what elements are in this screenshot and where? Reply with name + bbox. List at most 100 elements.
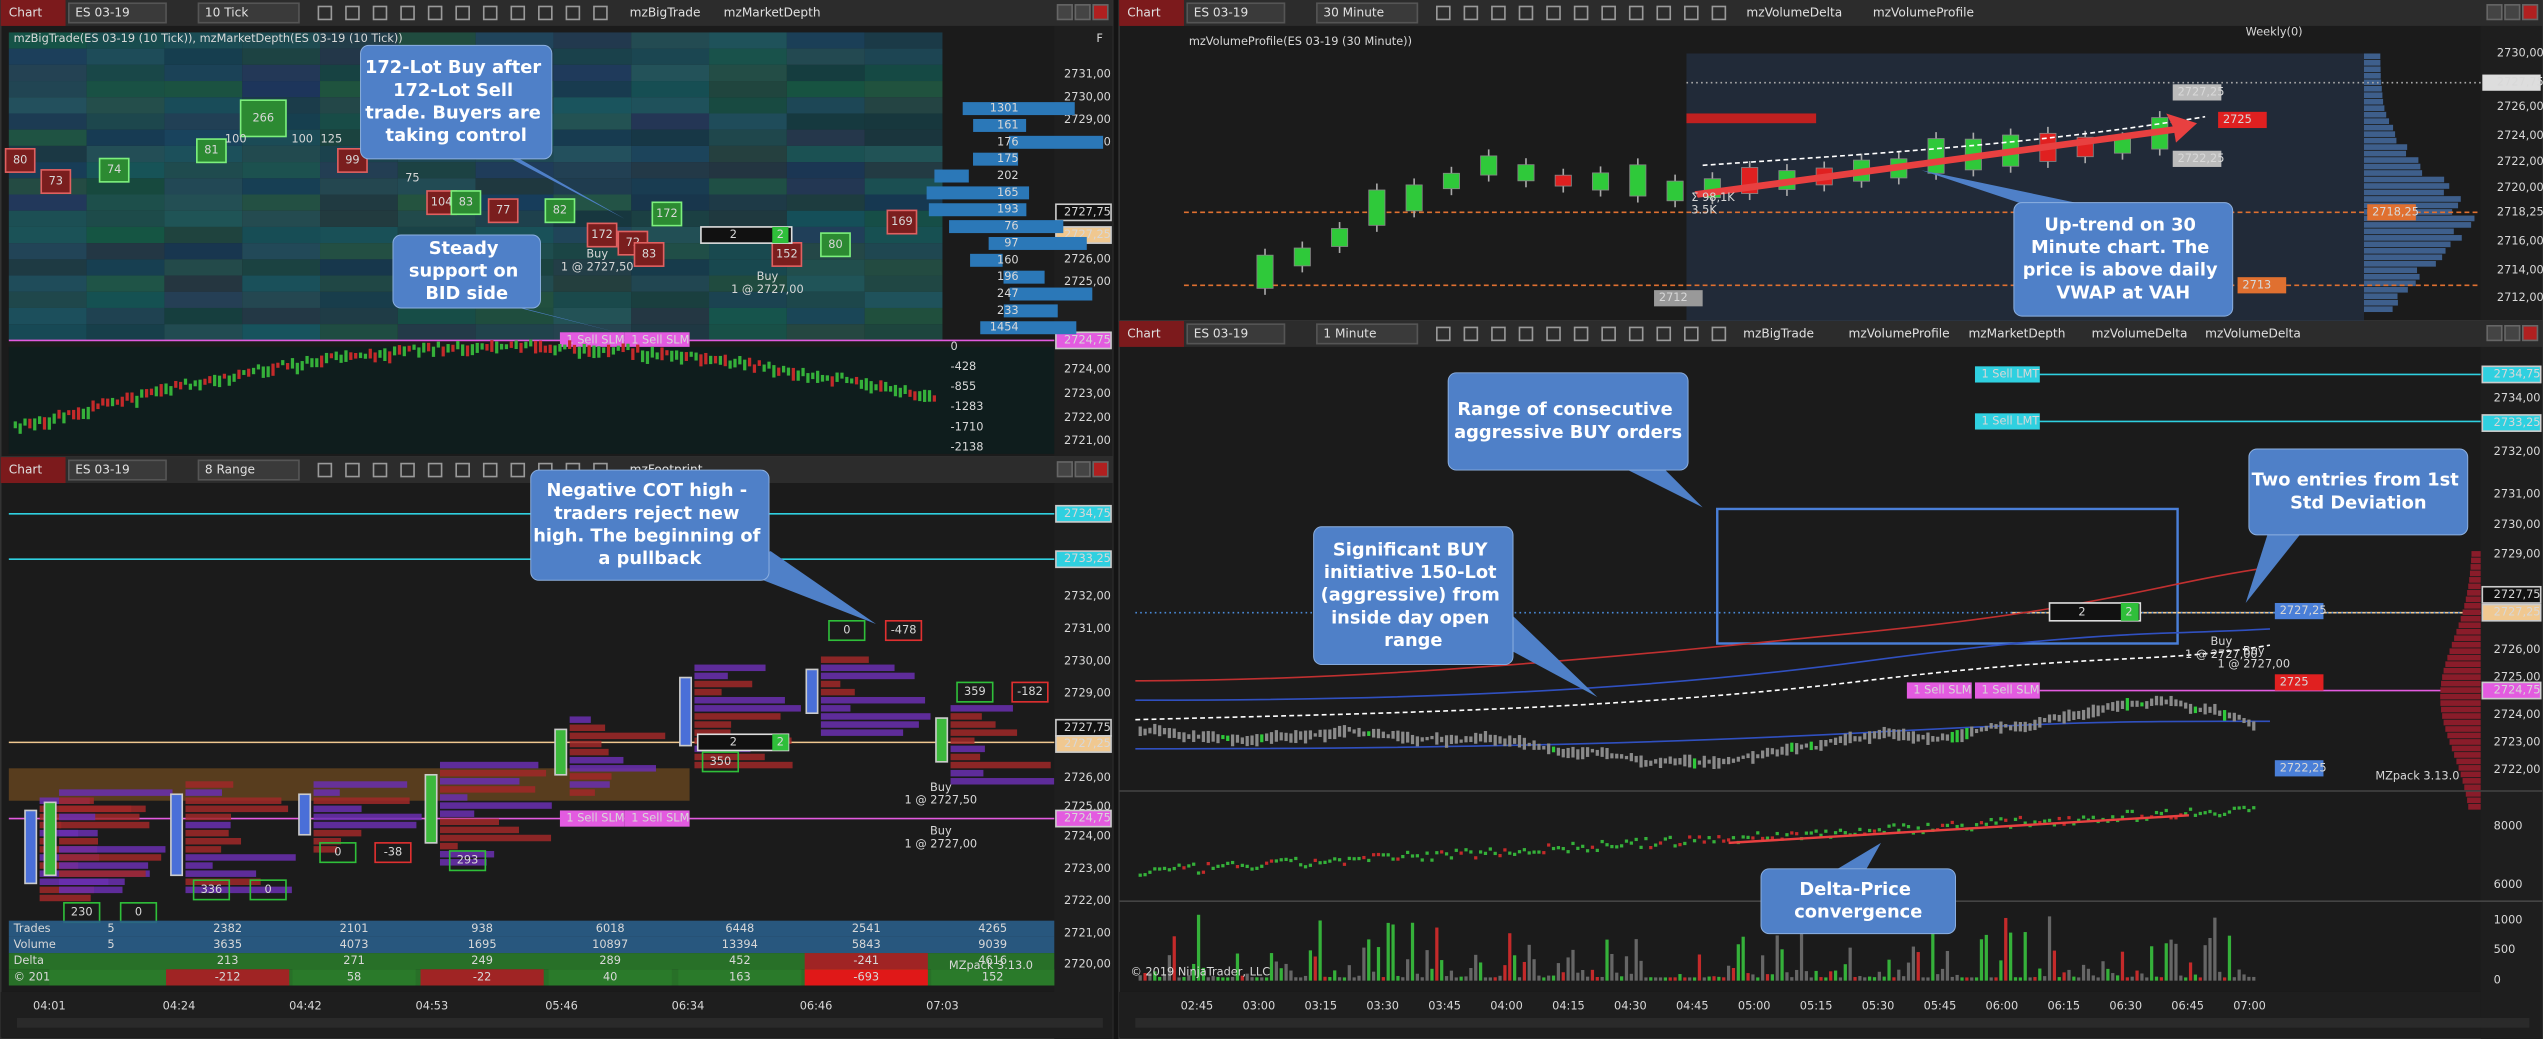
delta-bar [164,383,168,395]
toolbar-icon[interactable] [345,5,360,21]
toolbar-icon[interactable] [455,462,470,478]
toolbar-icon[interactable] [593,5,608,21]
toolbar-icon[interactable] [1491,326,1506,342]
toolbar-icon[interactable] [1463,326,1479,342]
volume-bar [1556,963,1561,981]
candle [1469,736,1473,743]
toolbar-icon[interactable] [510,462,526,478]
window-button[interactable] [2522,324,2539,342]
order-tag[interactable] [559,332,625,349]
toolbar-icon[interactable] [1518,326,1534,342]
window-button[interactable] [1074,4,1091,21]
toolbar-icon[interactable] [1573,5,1589,21]
candle [1707,759,1711,764]
toolbar-icon[interactable] [1546,5,1561,21]
toolbar-icon[interactable] [1601,5,1616,21]
interval-select[interactable] [197,2,300,24]
toolbar-icon[interactable] [482,462,498,478]
candle [1478,733,1483,742]
instrument-select[interactable] [67,459,167,481]
window-button[interactable] [1074,461,1091,478]
heatmap-cell [86,81,165,98]
price-axis [1054,483,1113,1039]
window-button[interactable] [2486,4,2503,21]
toolbar-icon[interactable] [1711,326,1727,342]
footprint-level [950,778,1055,785]
toolbar-icon[interactable] [400,462,415,478]
scrollbar[interactable] [1135,1017,2530,1028]
profile-bar [2469,570,2481,577]
window-button[interactable] [2504,4,2521,21]
order-tag[interactable] [559,810,625,827]
depth-bar [1003,304,1058,318]
order-tag[interactable] [1974,366,2040,383]
interval-select[interactable] [1316,2,1419,24]
toolbar-icon[interactable] [1436,5,1451,21]
volume-bar [1619,976,1624,981]
toolbar-icon[interactable] [1656,326,1672,342]
toolbar-icon[interactable] [538,5,553,21]
window-button[interactable] [1092,461,1109,478]
chart-tab[interactable] [0,0,66,26]
window-button[interactable] [2522,4,2539,21]
toolbar-icon[interactable] [1491,5,1506,21]
order-tag[interactable] [1974,682,2040,699]
window-button[interactable] [1056,4,1073,21]
toolbar-icon[interactable] [1684,326,1699,342]
toolbar-icon[interactable] [565,5,581,21]
instrument-select[interactable] [1186,323,1286,345]
price-label: 2723,00 [1064,386,1111,400]
chart-tab[interactable] [0,457,66,484]
window-button[interactable] [2504,324,2521,342]
delta-bar [315,358,319,368]
toolbar-icon[interactable] [372,5,388,21]
candle [1658,757,1663,768]
delta-bar [76,407,81,420]
candle [1376,728,1381,739]
toolbar-icon[interactable] [1628,326,1644,342]
heatmap-cell [86,324,165,341]
toolbar-icon[interactable] [1573,326,1589,342]
toolbar-icon[interactable] [1463,5,1479,21]
chart-tab[interactable] [1119,320,1184,347]
toolbar-icon[interactable] [510,5,526,21]
window-button[interactable] [2486,324,2503,342]
toolbar-icon[interactable] [345,462,360,478]
instrument-select[interactable] [67,2,167,24]
toolbar-icon[interactable] [482,5,498,21]
toolbar-icon[interactable] [1518,5,1534,21]
instrument-select[interactable] [1186,2,1286,24]
order-tag[interactable] [1906,682,1972,699]
toolbar-icon[interactable] [427,462,443,478]
order-tag[interactable] [624,810,690,827]
footprint-level [59,870,146,877]
window-button[interactable] [1092,4,1109,21]
interval-select[interactable] [1316,323,1419,345]
toolbar-icon[interactable] [372,462,388,478]
toolbar-icon[interactable] [1656,5,1672,21]
window-button[interactable] [1056,461,1073,478]
heatmap-cell [709,113,787,130]
toolbar-icon[interactable] [455,5,470,21]
interval-select[interactable] [197,459,300,481]
delta-bar [2159,811,2163,816]
toolbar-icon[interactable] [1711,5,1727,21]
delta-pane [8,346,1055,454]
toolbar-icon[interactable] [317,462,333,478]
order-tag[interactable] [1974,413,2040,430]
order-tag[interactable] [624,332,690,349]
toolbar-icon[interactable] [427,5,443,21]
footprint-level [185,838,242,845]
toolbar-icon[interactable] [1684,5,1699,21]
candle [1143,728,1147,736]
toolbar-icon[interactable] [1601,326,1616,342]
toolbar-icon[interactable] [317,5,333,21]
toolbar-icon[interactable] [400,5,415,21]
toolbar-icon[interactable] [1628,5,1644,21]
delta-bar [1790,831,1794,835]
toolbar-icon[interactable] [1546,326,1561,342]
scrollbar[interactable] [16,1017,1103,1028]
delta-bar [222,373,227,379]
toolbar-icon[interactable] [1436,326,1451,342]
chart-tab[interactable] [1119,0,1184,26]
